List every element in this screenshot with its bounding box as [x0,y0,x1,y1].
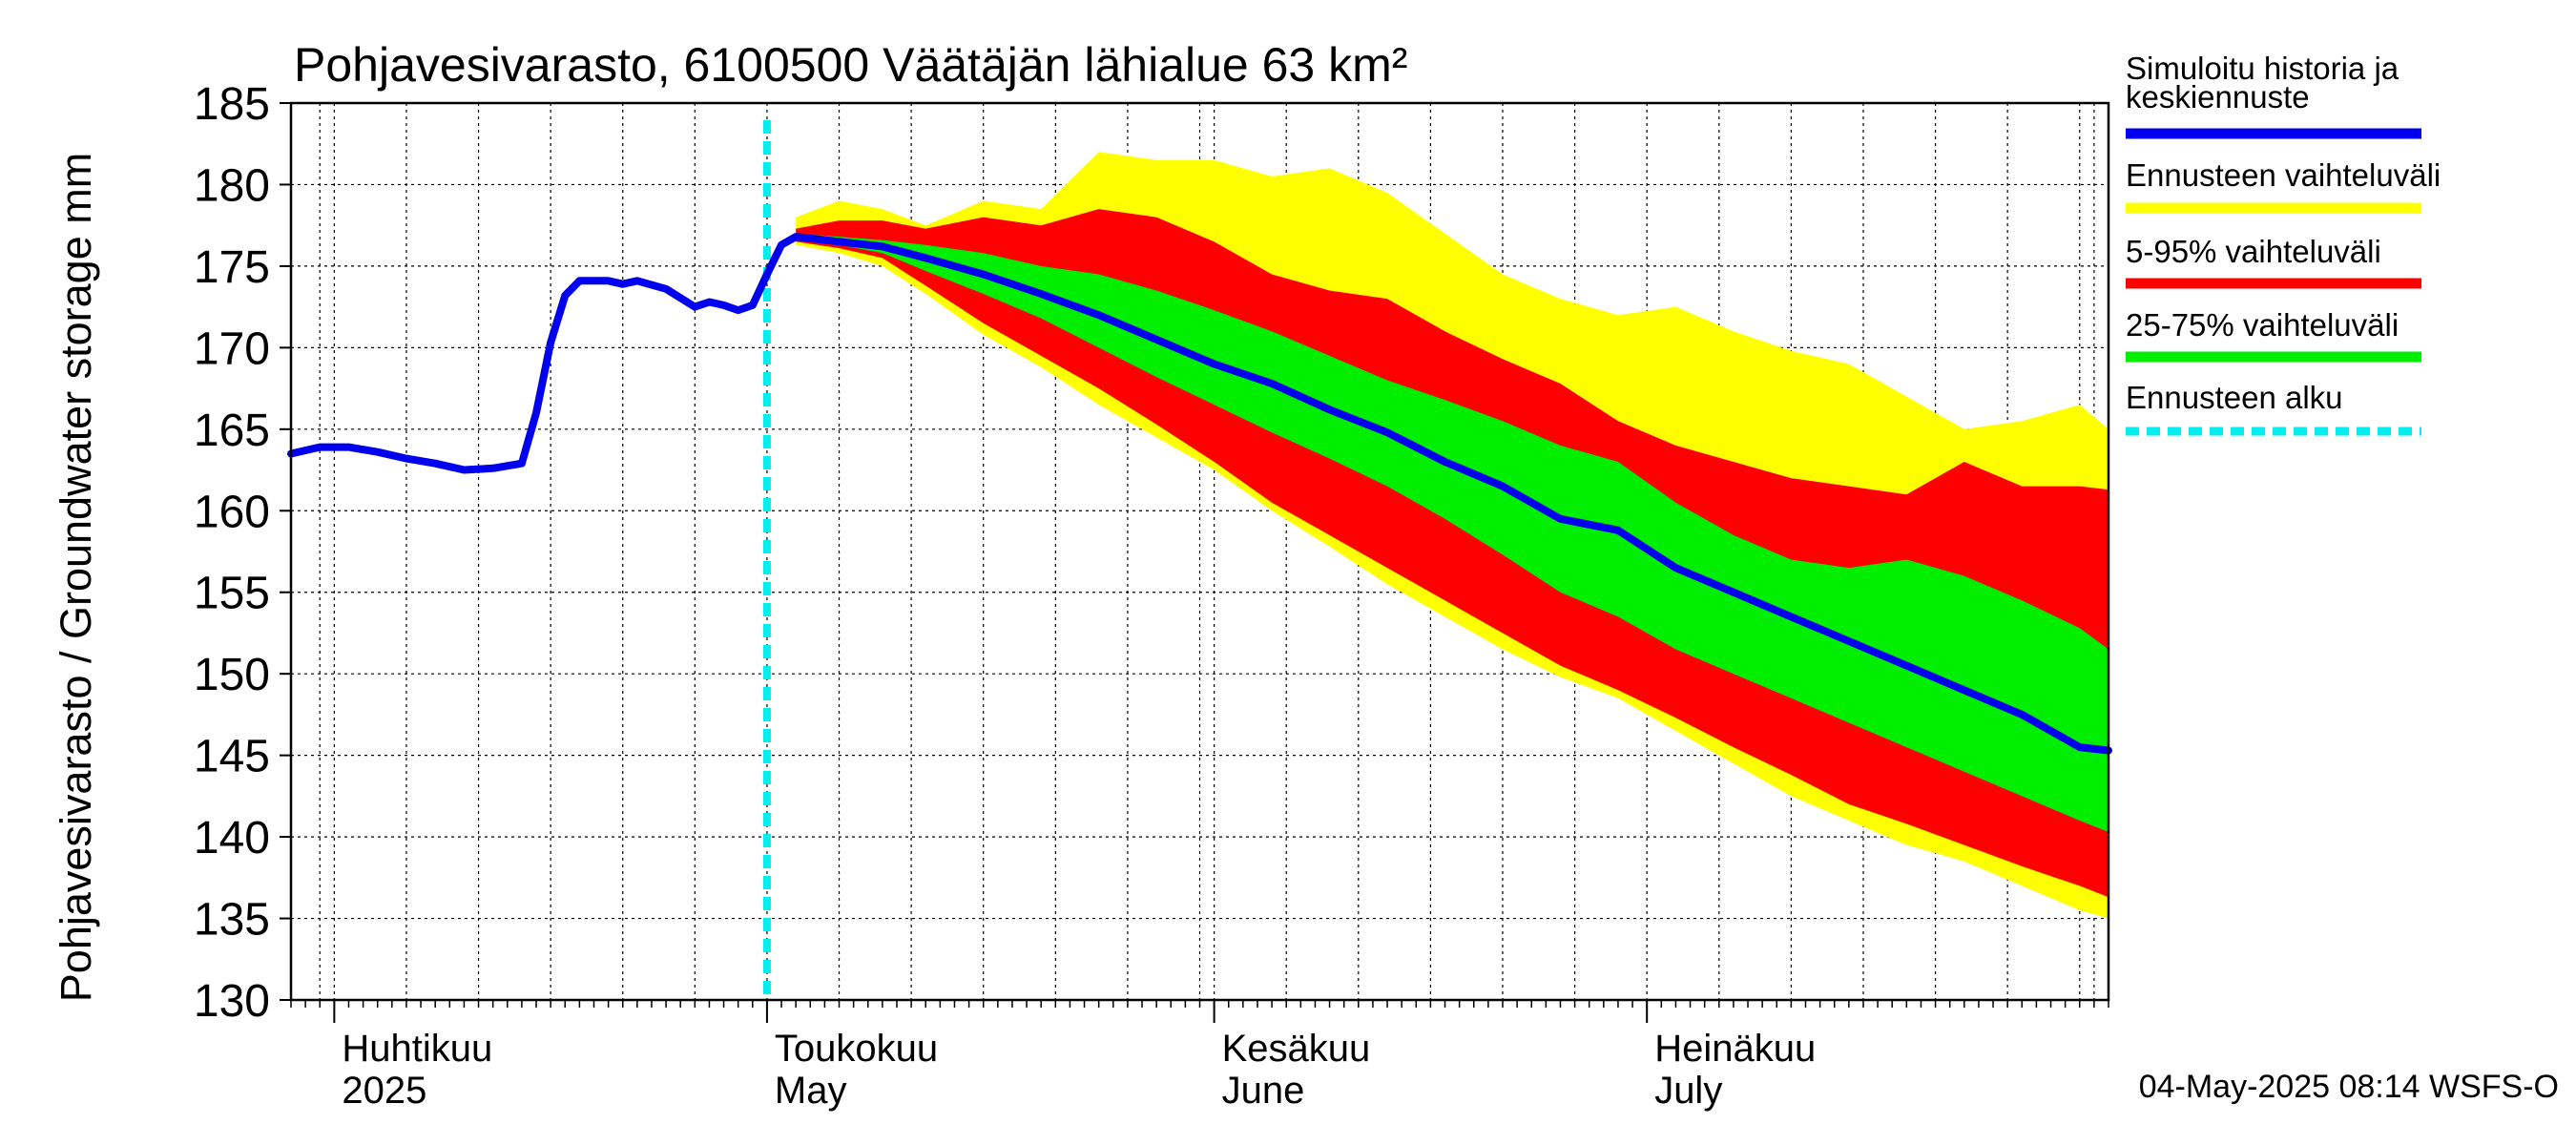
x-tick-label: Kesäkuu [1222,1028,1371,1070]
x-tick-sublabel: May [775,1070,847,1112]
x-tick-label: Heinäkuu [1654,1028,1816,1070]
x-tick-label: Huhtikuu [342,1028,492,1070]
y-tick-label: 175 [194,242,270,293]
footer-timestamp: 04-May-2025 08:14 WSFS-O [2139,1069,2559,1105]
band-25-75 [796,233,2109,832]
y-tick-label: 180 [194,160,270,211]
y-tick-label: 130 [194,976,270,1027]
y-tick-label: 145 [194,732,270,782]
y-tick-label: 135 [194,895,270,946]
x-tick-sublabel: 2025 [342,1070,426,1112]
y-tick-label: 140 [194,813,270,864]
y-tick-label: 165 [194,406,270,456]
y-tick-label: 150 [194,650,270,700]
y-tick-label: 185 [194,79,270,130]
legend-label: 5-95% vaihteluväli [2126,234,2381,269]
legend-label: Ennusteen alku [2126,380,2343,415]
x-tick-sublabel: July [1654,1070,1722,1112]
chart-title: Pohjavesivarasto, 6100500 Väätäjän lähia… [294,38,1407,92]
legend-label: Ennusteen vaihteluväli [2126,157,2441,193]
band-5-95 [796,209,2109,898]
x-tick-label: Toukokuu [775,1028,938,1070]
y-tick-label: 170 [194,323,270,374]
y-axis-label: Pohjavesivarasto / Groundwater storage m… [52,153,100,1002]
plot-area: 130 135 140 145 150 155 160 165 170 175 180 185 Huht… [194,79,2112,1112]
plot-frame [289,101,2110,1002]
legend-label: keskiennuste [2126,79,2310,114]
legend-label: 25-75% vaihteluväli [2126,307,2399,343]
x-tick-sublabel: June [1222,1070,1305,1112]
y-tick-label: 155 [194,569,270,619]
legend-label: Simuloitu historia ja [2126,51,2399,86]
y-tick-label: 160 [194,487,270,537]
median-line [287,233,2112,755]
